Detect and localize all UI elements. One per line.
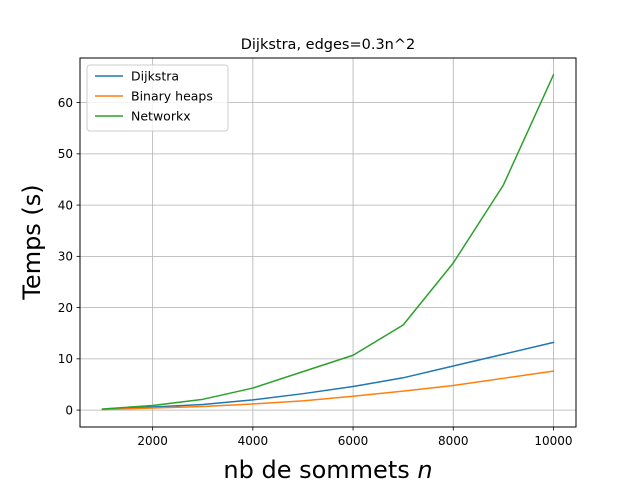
x-axis-label: nb de sommets n	[223, 456, 432, 480]
x-axis-label-variable: n	[417, 456, 432, 480]
legend-label-dijkstra: Dijkstra	[131, 69, 179, 84]
series-layer	[101, 73, 555, 411]
plot-frame	[79, 57, 577, 428]
x-tick-label: 6000	[338, 434, 369, 448]
series-line-dijkstra	[101, 341, 555, 411]
legend-box	[86, 64, 229, 132]
y-axis-label: Temps (s)	[18, 184, 46, 300]
y-tick-label: 20	[58, 301, 73, 315]
series-line-networkx	[101, 73, 555, 410]
ticks: 2000 4000 6000 8000 10000 0 10 20 30 40 50 60	[58, 96, 573, 448]
chart-title: Dijkstra, edges=0.3n^2	[241, 37, 416, 53]
y-tick-label: 50	[58, 147, 73, 161]
series-line-binary-heaps	[101, 370, 555, 411]
grid	[80, 58, 576, 427]
x-axis-label-main: nb de sommets	[223, 456, 417, 480]
legend: Dijkstra Binary heaps Networkx	[86, 64, 229, 132]
y-tick-label: 30	[58, 250, 73, 264]
y-tick-label: 10	[58, 352, 73, 366]
legend-label-networkx: Networkx	[131, 109, 191, 124]
legend-label-binary-heaps: Binary heaps	[131, 89, 213, 104]
x-tick-label: 2000	[137, 434, 168, 448]
x-tick-label: 10000	[534, 434, 572, 448]
y-tick-label: 40	[58, 198, 73, 212]
y-tick-label: 60	[58, 96, 73, 110]
x-tick-label: 4000	[238, 434, 269, 448]
x-tick-label: 8000	[438, 434, 469, 448]
y-tick-label: 0	[65, 403, 73, 417]
